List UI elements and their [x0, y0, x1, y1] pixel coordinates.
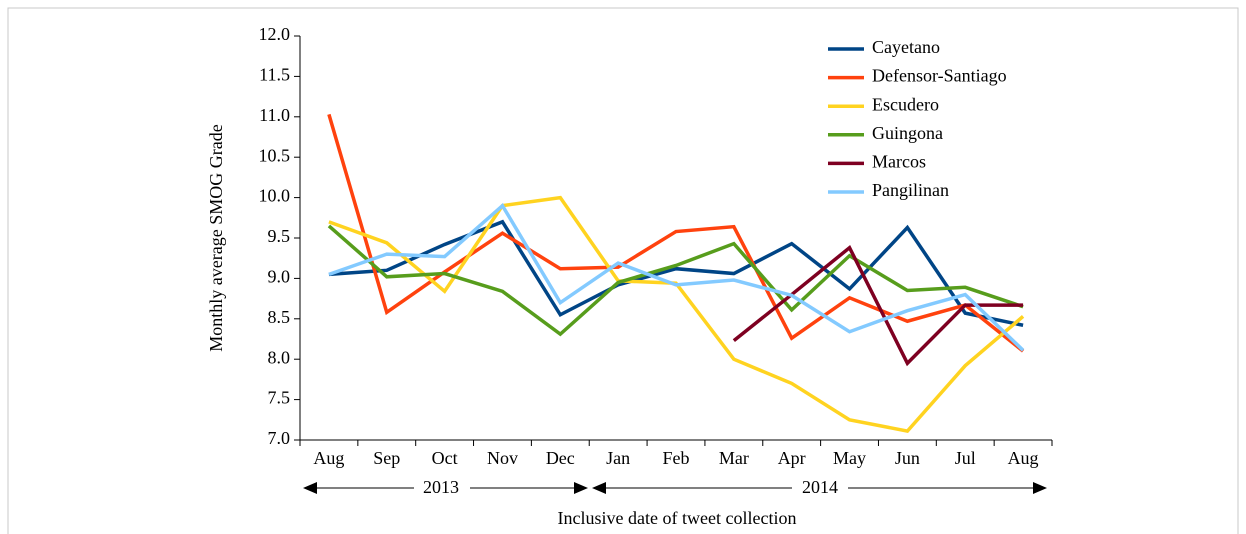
- y-tick-label: 11.0: [259, 105, 290, 125]
- x-axis-label: Inclusive date of tweet collection: [558, 508, 797, 528]
- x-tick-label: Oct: [432, 448, 458, 468]
- x-tick-label: Nov: [487, 448, 518, 468]
- year-label: 2014: [802, 477, 838, 497]
- series-line: [327, 113, 1025, 353]
- y-tick-label: 7.0: [268, 428, 291, 448]
- x-tick-label: Sep: [373, 448, 400, 468]
- x-tick-label: Jan: [606, 448, 630, 468]
- series-line: [328, 219, 1024, 327]
- y-tick-label: 9.5: [268, 226, 291, 246]
- series-line: [328, 202, 1025, 352]
- y-tick-label: 9.0: [268, 267, 291, 287]
- y-tick-label: 8.0: [268, 347, 291, 367]
- x-tick-label: Jun: [895, 448, 920, 468]
- legend-label: Marcos: [872, 152, 926, 172]
- y-tick-label: 10.0: [259, 186, 291, 206]
- x-tick-label: Dec: [546, 448, 575, 468]
- y-tick-label: 12.0: [259, 24, 291, 44]
- x-tick-label: Feb: [663, 448, 690, 468]
- y-tick-label: 10.5: [259, 145, 291, 165]
- legend-label: Pangilinan: [872, 180, 949, 200]
- y-tick-label: 8.5: [268, 307, 291, 327]
- y-tick-label: 11.5: [259, 65, 290, 85]
- x-tick-label: May: [833, 448, 866, 468]
- x-tick-label: Mar: [719, 448, 749, 468]
- legend-label: Defensor-Santiago: [872, 66, 1007, 86]
- legend-label: Cayetano: [872, 37, 940, 57]
- series-line: [732, 244, 1024, 367]
- series-line: [327, 224, 1024, 337]
- y-tick-label: 7.5: [268, 388, 291, 408]
- frame: [7, 7, 1239, 534]
- y-axis-label: Monthly average SMOG Grade: [206, 124, 226, 351]
- x-tick-label: Jul: [955, 448, 976, 468]
- year-label: 2013: [423, 477, 459, 497]
- x-tick-label: Aug: [1008, 448, 1039, 468]
- legend-label: Guingona: [872, 123, 943, 143]
- x-tick-label: Aug: [313, 448, 344, 468]
- legend-label: Escudero: [872, 94, 939, 114]
- x-tick-label: Apr: [778, 448, 806, 468]
